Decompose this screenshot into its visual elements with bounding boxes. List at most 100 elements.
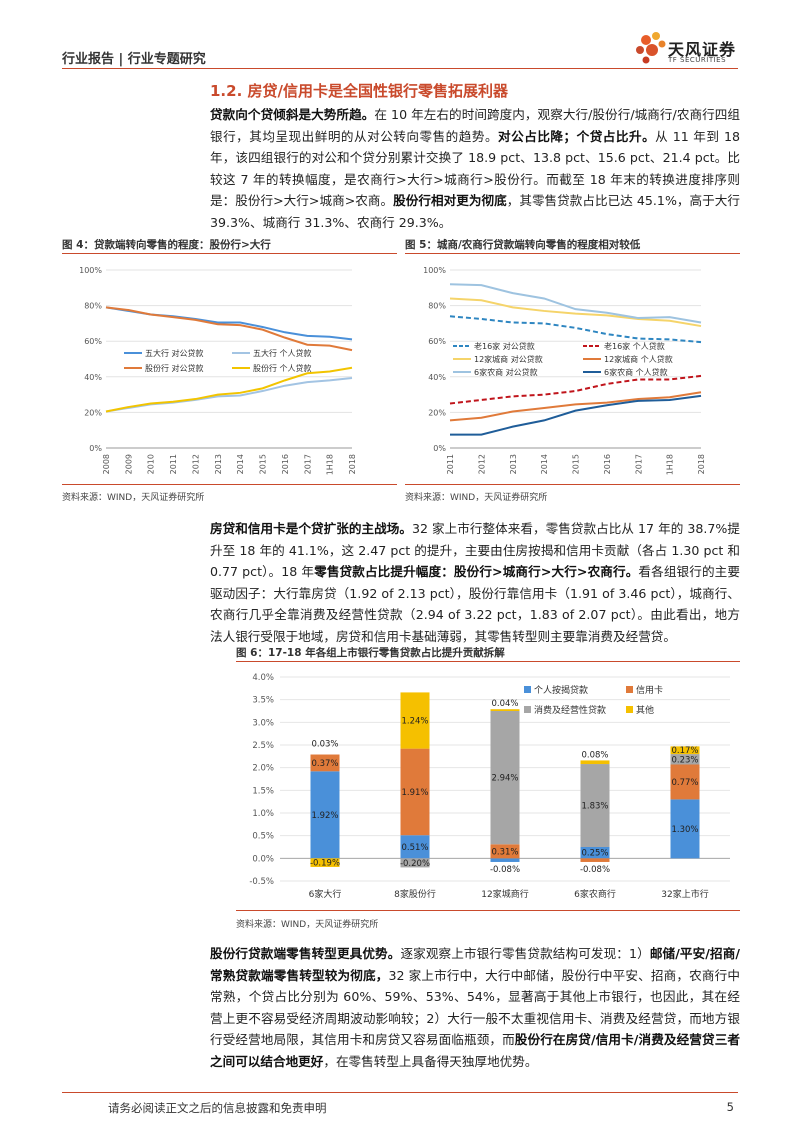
legend-swatch xyxy=(626,706,633,713)
x-tick-label: 2015 xyxy=(259,454,268,474)
y-tick-label: 0.0% xyxy=(252,854,274,864)
figure5-bottom-divider xyxy=(405,484,740,485)
x-tick-label: 2017 xyxy=(303,454,312,474)
bar-value-label: -0.08% xyxy=(490,865,520,875)
y-tick-label: 80% xyxy=(428,302,446,311)
x-tick-label: 2017 xyxy=(634,454,643,474)
figure6-bottom-divider xyxy=(236,910,740,911)
bar-segment xyxy=(670,746,700,755)
y-tick-label: 20% xyxy=(428,408,446,417)
x-category-label: 8家股份行 xyxy=(394,888,436,900)
figure4-title: 图 4：贷款端转向零售的程度：股份行>大行 xyxy=(62,239,271,251)
text-segment: 32 家上市行中，大行中邮储，股份行中平安、招商，农商行中常熟，个贷占比分别为 … xyxy=(210,967,741,1048)
bar-value-label: 0.77% xyxy=(671,778,698,788)
y-tick-label: 4.0% xyxy=(252,673,274,683)
bar-value-label: 0.25% xyxy=(581,849,608,859)
legend-label: 12家城商 个人贷款 xyxy=(604,354,673,364)
bar-value-label: 1.30% xyxy=(671,825,698,835)
x-tick-label: 1H18 xyxy=(666,454,675,475)
x-tick-label: 2011 xyxy=(169,454,178,474)
tf-logo-icon xyxy=(636,32,666,64)
bar-value-label: 0.31% xyxy=(491,847,518,857)
bar-value-label: 0.04% xyxy=(491,699,518,709)
series-line xyxy=(449,374,702,405)
text-segment: ，其零售贷款占比已达 45.1%，高于大行 39.3%、城商行 31.3%、农商… xyxy=(210,193,740,230)
legend-label: 12家城商 对公贷款 xyxy=(474,354,543,364)
text-segment: 逐家观察上市银行零售贷款结构可发现：1） xyxy=(400,946,650,961)
series-line xyxy=(105,306,353,352)
bar-segment xyxy=(580,858,610,862)
bold-text-segment: 贷款向个贷倾斜是大势所趋。 xyxy=(210,107,375,122)
legend-label: 股份行 个人贷款 xyxy=(253,363,312,373)
y-tick-label: 80% xyxy=(84,302,102,311)
header-divider xyxy=(62,68,738,69)
text-segment: 从 11 年到 18 年，该四组银行的对公和个贷分别累计交换了 18.9 pct… xyxy=(210,128,741,209)
text-segment: 在 10 年左右的时间跨度内，观察大行/股份行/城商行/农商行四组银行，其均呈现… xyxy=(210,107,741,144)
bar-segment xyxy=(490,709,520,711)
figure5-divider xyxy=(405,253,740,254)
bold-text-segment: 零售贷款占比提升幅度：股份行>城商行>大行>农商行。 xyxy=(314,564,639,579)
figure4-divider xyxy=(62,253,397,254)
bar-segment xyxy=(580,847,610,859)
legend-label: 五大行 对公贷款 xyxy=(145,348,204,358)
paragraph-mortgage-creditcard: 房贷和信用卡是个贷扩张的主战场。32 家上市行整体来看，零售贷款占比从 17 年… xyxy=(210,518,740,647)
y-tick-label: 0% xyxy=(89,444,102,453)
bar-segment xyxy=(580,760,610,765)
y-tick-label: 3.0% xyxy=(252,718,274,728)
footer-disclaimer: 请务必阅读正文之后的信息披露和免责申明 xyxy=(108,1101,327,1115)
text-segment: 看各组银行的主要驱动因子：大行靠房贷（1.92 of 2.13 pct），股份行… xyxy=(210,564,740,644)
x-tick-label: 2008 xyxy=(102,454,111,474)
x-tick-label: 2018 xyxy=(697,454,706,474)
bar-segment xyxy=(670,799,700,859)
bar-segment xyxy=(310,754,340,772)
legend-swatch xyxy=(524,686,531,693)
x-tick-label: 2014 xyxy=(236,454,245,474)
bar-value-label: -0.19% xyxy=(310,859,340,869)
page-number: 5 xyxy=(726,1100,734,1114)
figure6-divider xyxy=(236,661,740,662)
y-tick-label: -0.5% xyxy=(249,877,274,887)
legend-swatch xyxy=(626,686,633,693)
y-tick-label: 20% xyxy=(84,408,102,417)
figure6-source: 资料来源：WIND，天风证券研究所 xyxy=(236,920,379,930)
x-tick-label: 2015 xyxy=(572,454,581,474)
legend-label: 五大行 个人贷款 xyxy=(253,348,312,358)
report-category: 行业报告 | 行业专题研究 xyxy=(62,52,206,67)
series-line xyxy=(449,391,702,422)
x-tick-label: 2010 xyxy=(147,454,156,474)
logo-name: 天风证券 xyxy=(668,40,737,59)
x-tick-label: 2011 xyxy=(446,454,455,474)
bar-segment xyxy=(490,711,520,845)
legend-label: 个人按揭贷款 xyxy=(534,684,588,696)
bar-value-label: 2.94% xyxy=(491,774,518,784)
bar-value-label: 1.83% xyxy=(581,802,608,812)
x-tick-label: 2016 xyxy=(281,454,290,474)
bold-text-segment: 房贷和信用卡是个贷扩张的主战场。 xyxy=(210,521,412,536)
x-tick-label: 2014 xyxy=(540,454,549,474)
legend-label: 消费及经营性贷款 xyxy=(534,704,606,716)
bold-text-segment: 股份行贷款端零售转型更具优势。 xyxy=(210,946,401,961)
y-tick-label: 100% xyxy=(423,266,446,275)
y-tick-label: 40% xyxy=(84,373,102,382)
figure5-line-chart: 0% 20% 40% 60% 80% 100% 2011 2012 2013 2014 2015 20… xyxy=(423,266,706,475)
legend-label: 老16家 个人贷款 xyxy=(604,341,665,351)
bar-value-label: 1.91% xyxy=(401,788,428,798)
series-line xyxy=(105,377,353,413)
x-tick-label: 2016 xyxy=(603,454,612,474)
y-tick-label: 0.5% xyxy=(252,832,274,842)
bar-value-label: 0.23% xyxy=(671,755,698,765)
bar-value-label: 0.17% xyxy=(671,746,698,756)
bar-segment xyxy=(400,835,430,859)
x-category-label: 32家上市行 xyxy=(661,888,708,900)
bar-segment xyxy=(310,771,340,859)
y-tick-label: 2.5% xyxy=(252,741,274,751)
paragraph-joint-stock-advantage: 股份行贷款端零售转型更具优势。逐家观察上市银行零售贷款结构可发现：1）邮储/平安… xyxy=(210,943,740,1072)
y-tick-label: 100% xyxy=(79,266,102,275)
legend-label: 老16家 对公贷款 xyxy=(474,341,535,351)
y-tick-label: 1.5% xyxy=(252,786,274,796)
bold-text-segment: 股份行相对更为彻底 xyxy=(393,193,507,208)
y-tick-label: 60% xyxy=(84,337,102,346)
logo-english: TF SECURITIES xyxy=(668,56,727,64)
y-tick-label: 3.5% xyxy=(252,696,274,706)
bar-value-label: 1.24% xyxy=(401,717,428,727)
